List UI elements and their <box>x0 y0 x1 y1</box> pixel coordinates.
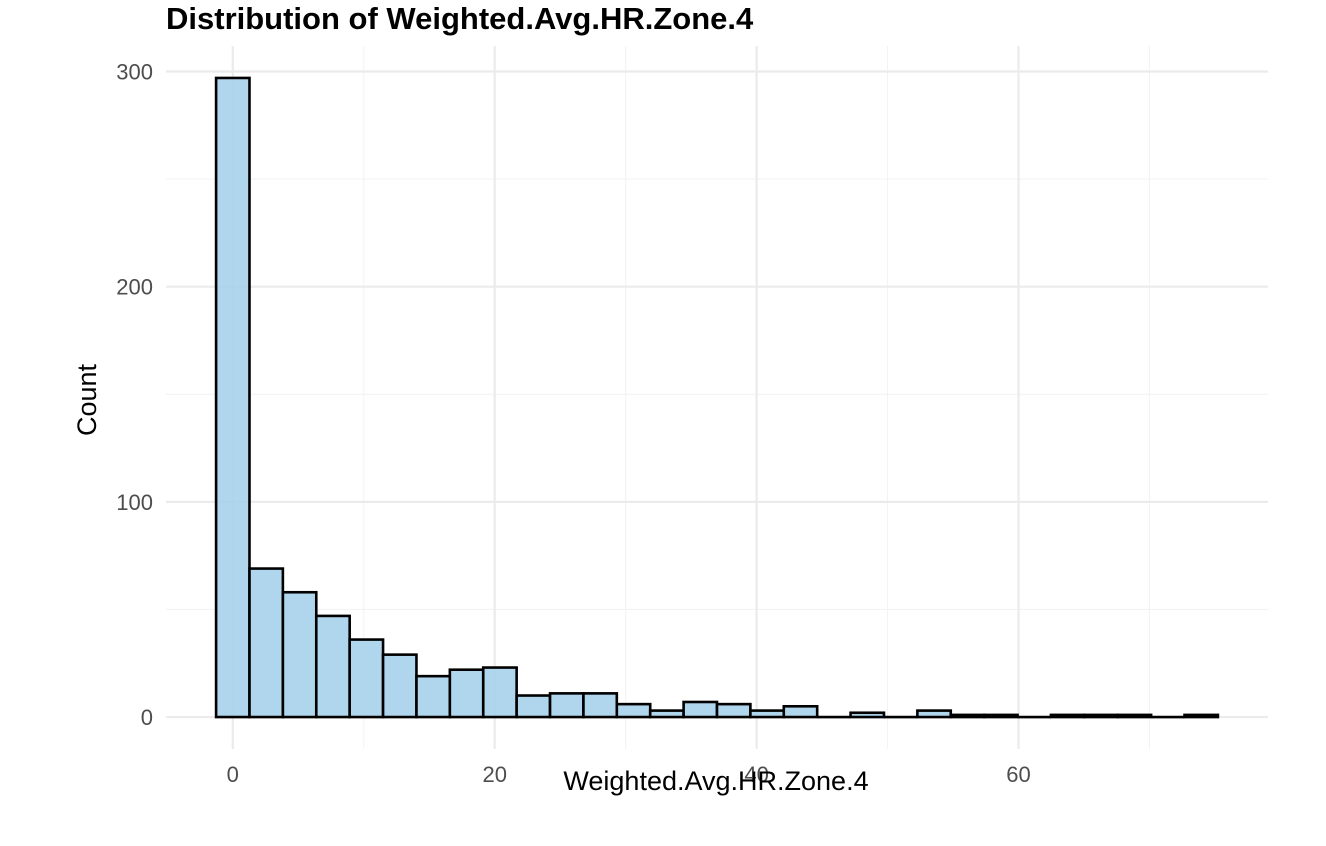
histogram-bar <box>682 700 719 719</box>
histogram-bar <box>448 668 485 719</box>
histogram-bar <box>648 709 685 719</box>
histogram-bar <box>615 702 652 719</box>
histogram-bar <box>715 702 752 719</box>
y-axis-ticks: 0 100 200 300 <box>116 59 153 730</box>
histogram-bar <box>1083 713 1120 719</box>
histogram-bar <box>916 709 953 719</box>
histogram-bar <box>248 567 285 719</box>
y-tick-label: 200 <box>116 275 153 300</box>
histogram-bar <box>782 704 819 719</box>
histogram-bar <box>949 713 986 719</box>
y-tick-label: 0 <box>141 705 153 730</box>
histogram-bars <box>214 76 1220 719</box>
histogram-bar <box>481 666 518 719</box>
x-axis-title: Weighted.Avg.HR.Zone.4 <box>563 766 868 796</box>
y-axis-title: Count <box>72 363 102 436</box>
x-tick-label: 60 <box>1006 762 1030 787</box>
histogram-bar <box>381 653 418 719</box>
histogram-bar <box>849 711 886 719</box>
chart-title: Distribution of Weighted.Avg.HR.Zone.4 <box>166 1 754 36</box>
x-tick-label: 20 <box>482 762 506 787</box>
histogram-bar <box>1116 713 1153 719</box>
x-tick-label: 0 <box>227 762 239 787</box>
histogram-bar <box>749 709 786 719</box>
x-axis-ticks: 0 20 40 60 <box>227 762 1031 787</box>
y-tick-label: 300 <box>116 59 153 84</box>
histogram-bar <box>348 638 385 719</box>
histogram-bar <box>515 694 552 719</box>
x-tick-label: 40 <box>744 762 768 787</box>
histogram-bar <box>982 713 1019 719</box>
histogram-bar <box>415 674 452 719</box>
histogram-bar <box>214 76 251 719</box>
histogram-bar <box>281 590 318 719</box>
y-tick-label: 100 <box>116 490 153 515</box>
histogram-bar <box>1049 713 1086 719</box>
histogram-bar <box>1183 713 1220 719</box>
histogram-bar <box>314 614 351 719</box>
histogram-bar <box>582 692 619 719</box>
histogram-bar <box>548 692 585 719</box>
